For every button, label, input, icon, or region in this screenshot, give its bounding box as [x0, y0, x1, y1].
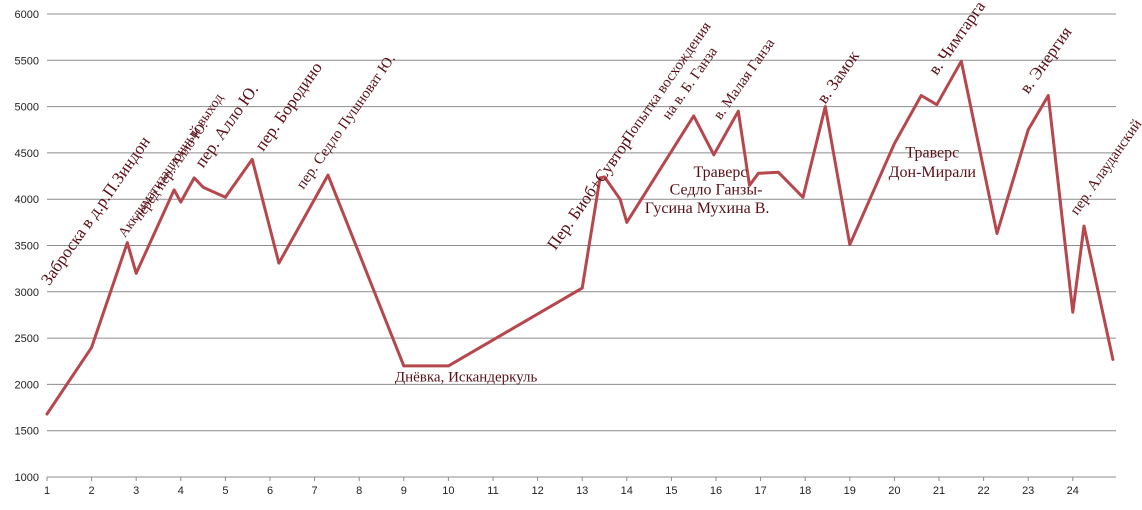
data-point: [580, 286, 584, 290]
data-point: [224, 196, 227, 199]
y-tick-label: 4000: [15, 194, 39, 206]
x-tick-label: 18: [799, 485, 811, 497]
data-point: [737, 109, 740, 113]
x-tick-label: 3: [133, 485, 139, 497]
annotation-label: Траверс: [905, 145, 959, 162]
x-axis: 1 2 3 4 5 6 7 8 9 10 11 12 13 14 15 16 17 18 19 20 21 22 23 24: [44, 476, 1116, 497]
data-point: [250, 158, 254, 161]
data-point: [326, 173, 330, 177]
x-tick-label: 8: [356, 485, 362, 497]
y-tick-label: 2000: [15, 379, 39, 391]
annotation-label: в. Малая Ганза: [711, 35, 779, 122]
y-tick-label: 1000: [15, 472, 39, 484]
x-tick-label: 6: [267, 485, 273, 497]
data-point: [447, 364, 450, 368]
x-tick-label: 20: [888, 485, 900, 497]
grid-lines: [47, 13, 1116, 478]
x-tick-label: 11: [487, 485, 498, 497]
data-point: [134, 271, 138, 275]
x-tick-label: 17: [754, 485, 766, 497]
data-point: [893, 142, 896, 145]
data-point: [801, 196, 805, 199]
data-point: [848, 243, 852, 246]
data-point: [201, 185, 205, 189]
data-point: [1082, 224, 1086, 228]
data-point: [712, 153, 716, 157]
x-tick-label: 15: [665, 485, 677, 497]
x-tick-label: 4: [178, 485, 184, 497]
y-tick-label: 6000: [15, 9, 39, 21]
x-tick-label: 9: [401, 485, 407, 497]
x-tick-label: 10: [442, 485, 454, 497]
x-tick-label: 2: [89, 485, 95, 497]
annotation-label: пер. Алауданский: [1067, 117, 1142, 219]
data-point: [777, 171, 780, 174]
y-tick-label: 3500: [15, 241, 39, 253]
data-point: [757, 171, 760, 175]
data-point: [402, 364, 406, 368]
data-point: [692, 114, 695, 118]
x-tick-label: 23: [1022, 485, 1034, 497]
data-point: [919, 94, 923, 97]
series-group: [45, 59, 1115, 416]
data-point: [90, 346, 93, 349]
data-point: [192, 176, 196, 180]
data-point: [995, 232, 999, 235]
x-tick-label: 5: [222, 485, 228, 497]
data-point: [603, 175, 606, 179]
annotation-label: Дон-Мирали: [889, 164, 977, 181]
x-tick-label: 13: [576, 485, 588, 497]
y-tick-label: 5500: [15, 55, 39, 67]
data-point: [125, 241, 129, 245]
data-point: [1046, 94, 1050, 97]
data-point: [618, 197, 622, 201]
annotation-label: Седло Ганзы-: [670, 182, 763, 199]
y-tick-label: 4500: [15, 148, 39, 160]
series-line-0: [45, 59, 1115, 416]
x-tick-label: 1: [44, 485, 50, 497]
annotations: Заброска в д.р.П.ЗиндонАкклиматизационны…: [37, 0, 1142, 386]
x-tick-label: 19: [844, 485, 856, 497]
annotation-label: Днёвка, Искандеркуль: [395, 370, 538, 386]
annotation-label: в. Замок: [813, 46, 863, 107]
y-axis-ticks: 1000 1500 2000 2500 3000 3500 4000 4500 5000 5500…: [15, 9, 39, 484]
y-tick-label: 5000: [15, 102, 39, 114]
x-tick-label: 12: [531, 485, 543, 497]
data-point: [172, 188, 176, 192]
data-point: [45, 412, 49, 416]
x-tick-label: 21: [933, 485, 945, 497]
data-point: [823, 105, 827, 108]
x-tick-label: 7: [312, 485, 318, 497]
data-point: [179, 200, 183, 204]
data-point: [960, 59, 963, 63]
data-point: [935, 103, 939, 107]
y-tick-label: 1500: [15, 426, 39, 438]
data-point: [277, 261, 281, 265]
annotation-label: Траверс: [693, 164, 747, 181]
data-point: [748, 184, 751, 187]
data-point: [1026, 128, 1030, 132]
x-tick-label: 22: [977, 485, 989, 497]
data-point: [1111, 358, 1115, 361]
x-tick-label: 24: [1067, 485, 1079, 497]
data-point: [1071, 310, 1075, 314]
y-tick-label: 3000: [15, 287, 39, 299]
data-point: [598, 176, 602, 180]
annotation-label: Гусина Мухина В.: [645, 200, 770, 217]
y-tick-label: 2500: [15, 333, 39, 345]
x-tick-label: 16: [710, 485, 722, 497]
data-point: [625, 221, 629, 224]
annotation-label: перед пер. Алло Ю.: [132, 119, 212, 224]
x-tick-label: 14: [621, 485, 633, 497]
